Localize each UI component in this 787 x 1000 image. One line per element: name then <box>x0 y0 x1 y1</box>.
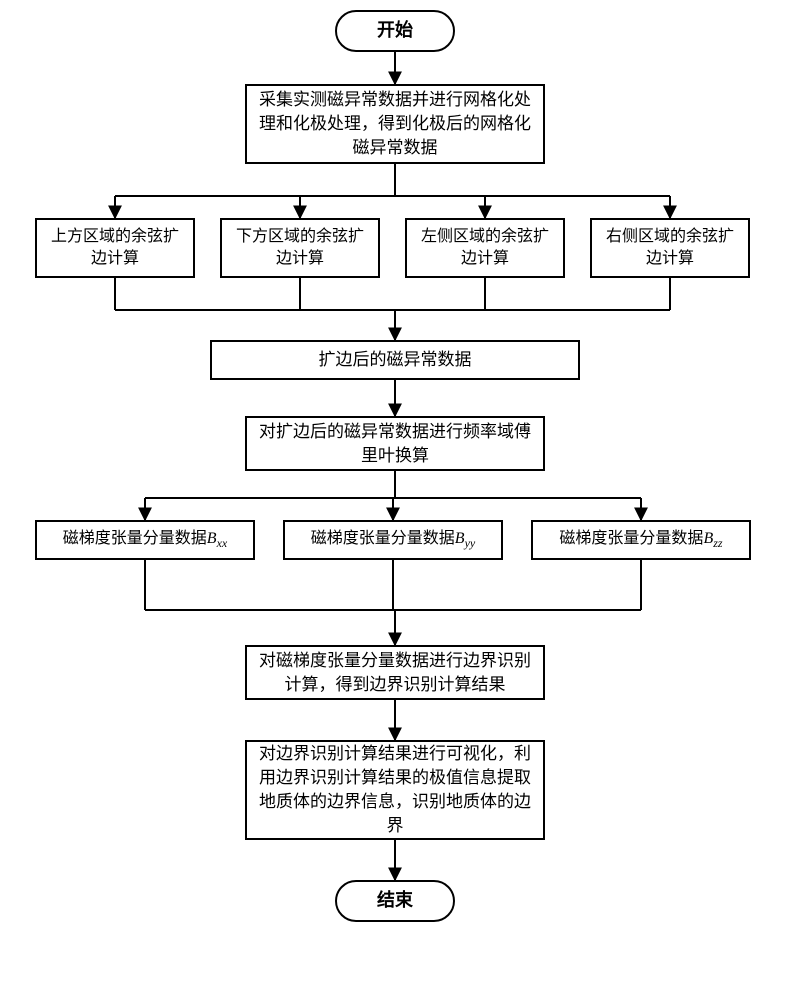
node-b-left: 左侧区域的余弦扩边计算 <box>405 218 565 278</box>
node-n4: 对磁梯度张量分量数据进行边界识别计算，得到边界识别计算结果 <box>245 645 545 700</box>
node-n5: 对边界识别计算结果进行可视化，利用边界识别计算结果的极值信息提取地质体的边界信息… <box>245 740 545 840</box>
node-b-left-label: 左侧区域的余弦扩边计算 <box>415 226 555 271</box>
node-n2: 扩边后的磁异常数据 <box>210 340 580 380</box>
node-n1-label: 采集实测磁异常数据并进行网格化处理和化极处理，得到化极后的网格化磁异常数据 <box>255 88 535 159</box>
node-n2-label: 扩边后的磁异常数据 <box>319 348 472 372</box>
node-end: 结束 <box>335 880 455 922</box>
node-end-label: 结束 <box>377 888 413 913</box>
node-n1: 采集实测磁异常数据并进行网格化处理和化极处理，得到化极后的网格化磁异常数据 <box>245 84 545 164</box>
node-g-zz-label: 磁梯度张量分量数据Bzz <box>559 528 722 552</box>
node-n3-label: 对扩边后的磁异常数据进行频率域傅里叶换算 <box>255 420 535 468</box>
node-n5-label: 对边界识别计算结果进行可视化，利用边界识别计算结果的极值信息提取地质体的边界信息… <box>255 742 535 837</box>
node-n4-label: 对磁梯度张量分量数据进行边界识别计算，得到边界识别计算结果 <box>255 649 535 697</box>
node-g-zz: 磁梯度张量分量数据Bzz <box>531 520 751 560</box>
node-b-down-label: 下方区域的余弦扩边计算 <box>230 226 370 271</box>
node-start-label: 开始 <box>377 18 413 43</box>
node-start: 开始 <box>335 10 455 52</box>
node-b-up: 上方区域的余弦扩边计算 <box>35 218 195 278</box>
node-g-yy: 磁梯度张量分量数据Byy <box>283 520 503 560</box>
node-b-right: 右侧区域的余弦扩边计算 <box>590 218 750 278</box>
node-g-xx-label: 磁梯度张量分量数据Bxx <box>63 528 227 552</box>
node-n3: 对扩边后的磁异常数据进行频率域傅里叶换算 <box>245 416 545 471</box>
node-b-up-label: 上方区域的余弦扩边计算 <box>45 226 185 271</box>
node-g-xx: 磁梯度张量分量数据Bxx <box>35 520 255 560</box>
node-g-yy-label: 磁梯度张量分量数据Byy <box>311 528 475 552</box>
node-b-right-label: 右侧区域的余弦扩边计算 <box>600 226 740 271</box>
node-b-down: 下方区域的余弦扩边计算 <box>220 218 380 278</box>
